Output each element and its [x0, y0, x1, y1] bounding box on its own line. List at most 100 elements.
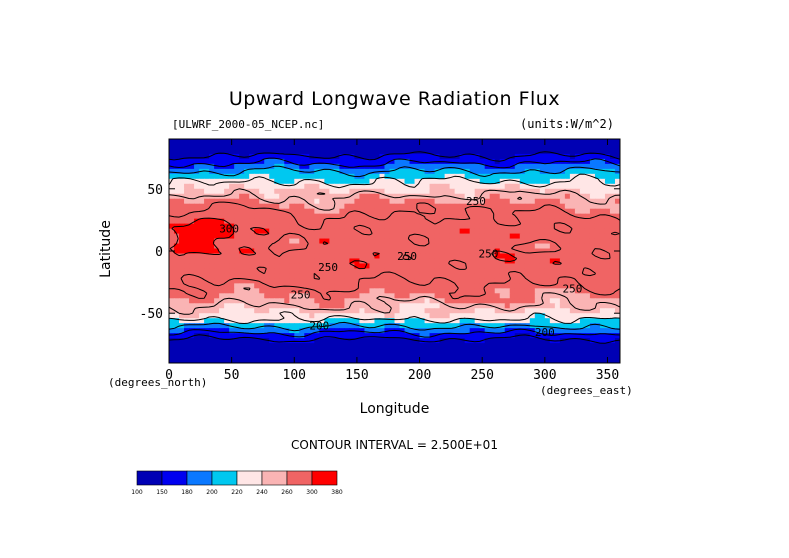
flux-cell [564, 218, 571, 225]
flux-cell [309, 188, 315, 195]
flux-cell [574, 148, 581, 155]
flux-cell [469, 323, 476, 329]
flux-cell [419, 243, 426, 250]
flux-cell [554, 253, 561, 260]
flux-cell [474, 298, 481, 304]
flux-cell [324, 198, 330, 205]
flux-cell [369, 293, 376, 299]
flux-cell [524, 148, 531, 155]
flux-cell [289, 173, 295, 180]
flux-cell [299, 178, 305, 185]
flux-cell [189, 248, 195, 255]
flux-cell [459, 278, 466, 284]
flux-cell [574, 323, 581, 329]
flux-cell [299, 213, 305, 220]
flux-cell [324, 283, 330, 289]
flux-cell [479, 233, 486, 240]
flux-cell [444, 353, 451, 359]
flux-cell [354, 278, 361, 284]
flux-cell [474, 178, 481, 185]
flux-cell [194, 348, 200, 354]
flux-cell [404, 268, 411, 274]
flux-cell [294, 258, 300, 265]
flux-cell [454, 183, 461, 190]
flux-cell [249, 213, 255, 220]
flux-cell [479, 248, 486, 255]
flux-cell [479, 163, 486, 170]
flux-cell [539, 139, 546, 145]
flux-cell [484, 338, 491, 344]
flux-cell [399, 318, 406, 324]
flux-cell [259, 308, 265, 314]
flux-cell [539, 333, 546, 339]
flux-cell [479, 283, 486, 289]
flux-cell [499, 143, 506, 150]
flux-cell [439, 213, 446, 220]
flux-cell [529, 263, 536, 270]
flux-cell [554, 163, 561, 170]
flux-cell [529, 198, 536, 205]
flux-cell [399, 353, 406, 359]
flux-cell [499, 283, 506, 289]
flux-cell [374, 233, 381, 240]
flux-cell [469, 343, 476, 349]
flux-cell [289, 273, 295, 279]
flux-cell [184, 168, 190, 175]
flux-cell [389, 213, 396, 220]
flux-cell [604, 293, 611, 299]
flux-cell [299, 268, 305, 274]
flux-cell [244, 328, 250, 334]
flux-cell [409, 258, 416, 265]
flux-cell [414, 268, 421, 274]
flux-cell [604, 263, 611, 270]
flux-cell [484, 248, 491, 255]
flux-cell [579, 238, 586, 245]
flux-cell [554, 353, 561, 359]
flux-cell [269, 158, 275, 165]
flux-cell [489, 248, 496, 255]
flux-cell [309, 293, 315, 299]
flux-cell [179, 353, 185, 359]
flux-cell [344, 338, 350, 344]
flux-cell [514, 328, 521, 334]
flux-cell [579, 153, 586, 160]
flux-cell [384, 139, 391, 145]
flux-cell [564, 288, 571, 294]
flux-cell [179, 303, 185, 309]
flux-cell [229, 193, 235, 200]
flux-cell [294, 253, 300, 260]
flux-cell [569, 193, 576, 200]
flux-cell [439, 178, 446, 185]
flux-cell [474, 328, 481, 334]
flux-cell [374, 288, 381, 294]
flux-cell [429, 323, 436, 329]
flux-cell [334, 348, 340, 354]
flux-cell [169, 323, 175, 329]
flux-cell [314, 188, 320, 195]
flux-cell [554, 343, 561, 349]
flux-cell [424, 293, 431, 299]
flux-cell [174, 258, 180, 265]
flux-cell [369, 323, 376, 329]
flux-cell [244, 358, 250, 363]
flux-cell [549, 218, 556, 225]
flux-cell [409, 188, 416, 195]
flux-cell [284, 148, 290, 155]
flux-cell [514, 358, 521, 363]
flux-cell [599, 153, 606, 160]
flux-cell [269, 208, 275, 215]
flux-cell [529, 313, 536, 319]
flux-cell [389, 313, 396, 319]
flux-cell [264, 273, 270, 279]
flux-cell [244, 233, 250, 240]
flux-cell [314, 223, 320, 230]
flux-cell [209, 283, 215, 289]
flux-cell [539, 158, 546, 165]
flux-cell [279, 323, 285, 329]
flux-cell [604, 188, 611, 195]
flux-cell [509, 263, 516, 270]
flux-cell [204, 203, 210, 210]
flux-cell [374, 208, 381, 215]
flux-cell [494, 243, 501, 250]
